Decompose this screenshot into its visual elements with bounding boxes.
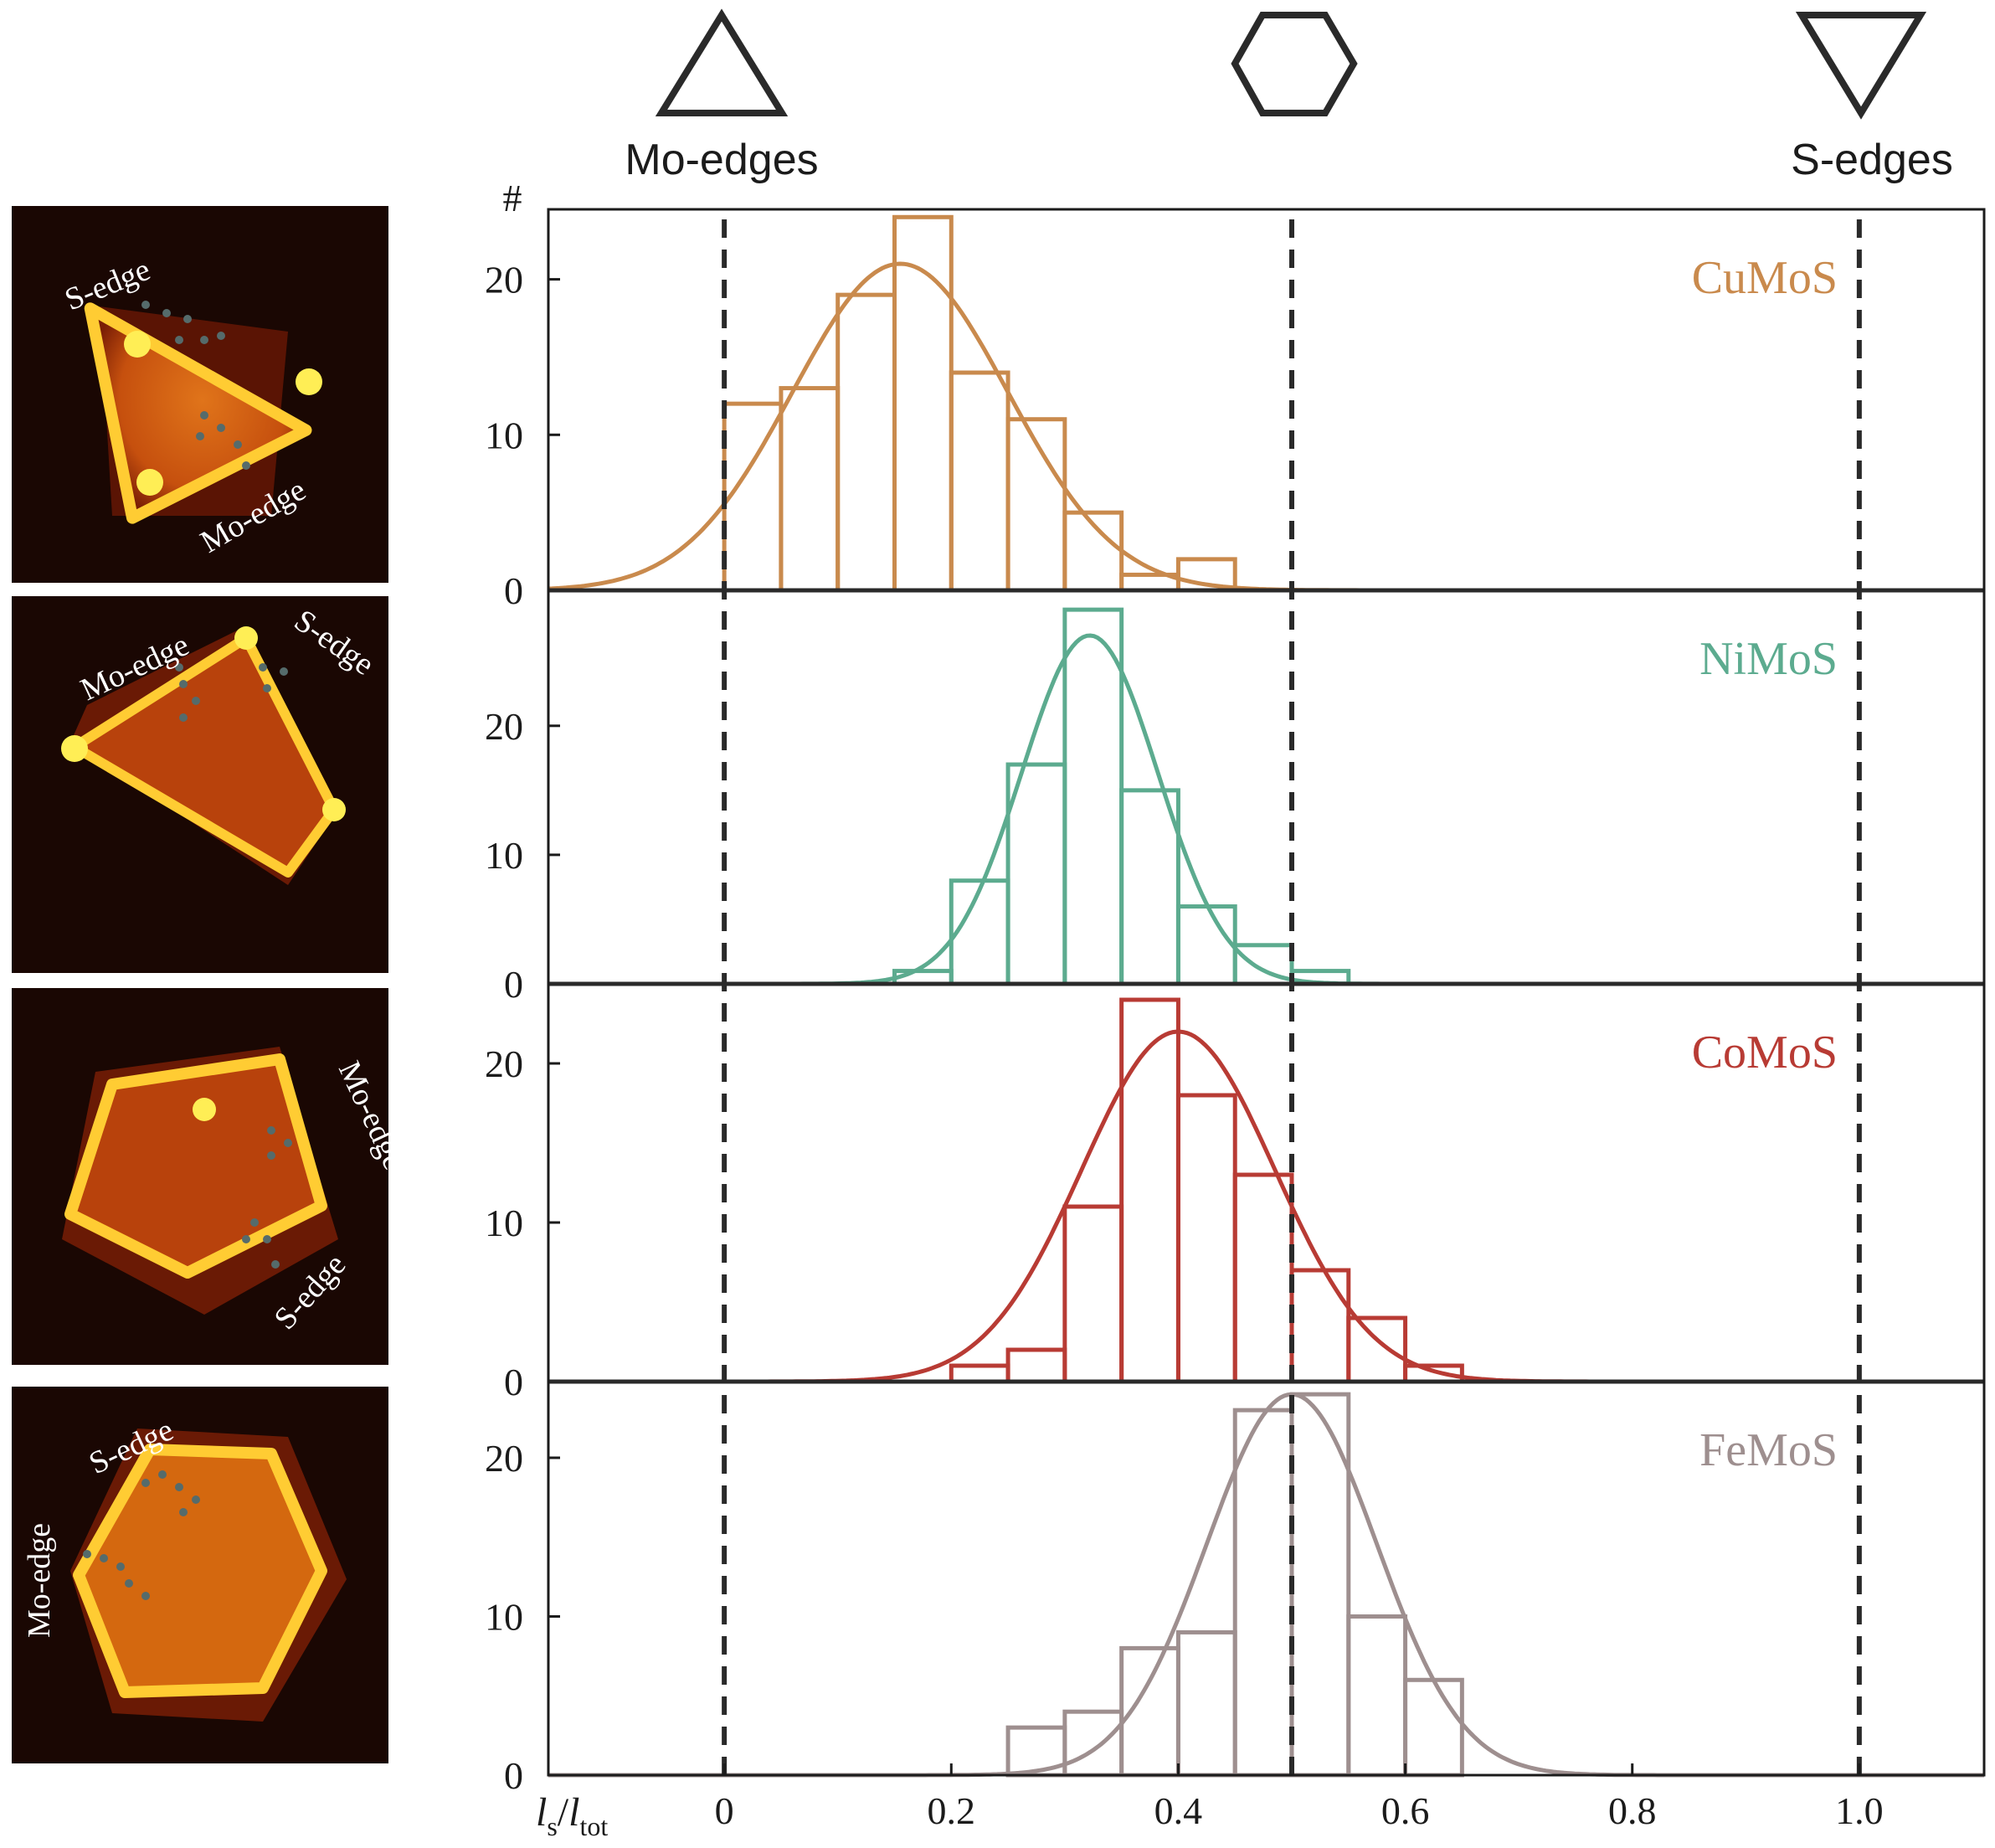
- histogram-bar: [1062, 1204, 1124, 1384]
- plot-frame: [547, 208, 1986, 1777]
- stm-image-comos: Mo-edge S-edge: [12, 988, 388, 1365]
- x-label-sub2: tot: [579, 1811, 608, 1841]
- triangle-up-icon: [655, 8, 789, 116]
- cluster-image-4: S-edge Mo-edge: [22, 1412, 347, 1722]
- histogram-bar: [1232, 1172, 1294, 1384]
- series-label-comos: CoMoS: [1692, 1027, 1838, 1078]
- y-tick-label: 10: [485, 1202, 523, 1244]
- y-tick-label: 0: [504, 1754, 523, 1797]
- series-label-cumos: CuMoS: [1692, 252, 1838, 304]
- y-tick-label: 20: [485, 705, 523, 748]
- stm-label-4b: Mo-edge: [22, 1523, 57, 1638]
- panel-cumos: 0 10 20 CuMoS: [485, 214, 1984, 612]
- stm-image-column: S-edge Mo-edge Mo-edge S-edge Mo-edge S-…: [0, 0, 402, 1848]
- histogram-bar: [1346, 1315, 1408, 1384]
- fit-curve: [548, 261, 1984, 593]
- reference-lines: [722, 219, 1862, 1775]
- x-label-main2: l: [568, 1790, 579, 1835]
- fit-curve: [548, 633, 1984, 986]
- histogram-bar: [1062, 1709, 1124, 1778]
- x-label-sub1: s: [547, 1811, 557, 1841]
- x-tick-label: 0.4: [1154, 1789, 1203, 1832]
- histogram-bar: [779, 386, 841, 593]
- histogram-bar: [1175, 1093, 1237, 1384]
- y-tick-label: 0: [504, 1361, 523, 1403]
- chart-frame: [547, 208, 1986, 1777]
- histogram-bar: [1119, 997, 1180, 1384]
- x-tick-label: 0.2: [928, 1789, 976, 1832]
- s-edges-label: S-edges: [1791, 136, 1953, 184]
- triangle-down-icon: [1795, 12, 1927, 120]
- y-tick-label: 20: [485, 1437, 523, 1480]
- x-label-main: l: [536, 1790, 547, 1835]
- stm-image-cumos: S-edge Mo-edge: [12, 206, 388, 583]
- histogram-bar: [1232, 1408, 1294, 1778]
- histogram-bar: [1289, 1268, 1351, 1384]
- histogram-bar: [836, 292, 897, 593]
- hexagon-icon: [1231, 12, 1358, 116]
- cluster-image-2: Mo-edge S-edge: [61, 603, 380, 885]
- panel-nimos: 0 10 20 NiMoS: [485, 607, 1984, 1006]
- histogram-bar: [1175, 1629, 1237, 1778]
- histogram-bar: [1403, 1677, 1464, 1778]
- y-axis-symbol: #: [503, 177, 522, 219]
- x-label-sep: /: [558, 1790, 569, 1835]
- histogram-bar: [1119, 788, 1180, 986]
- histogram-bar: [949, 1363, 1010, 1384]
- histogram-bar: [1005, 1347, 1067, 1384]
- cluster-image-3: Mo-edge S-edge: [62, 1047, 388, 1336]
- y-tick-label: 0: [504, 963, 523, 1006]
- cluster-image-1: S-edge Mo-edge: [60, 252, 322, 560]
- y-tick-label: 20: [485, 1042, 523, 1085]
- shape-legend: Mo-edges S-edges: [625, 8, 1953, 184]
- histogram-bar: [949, 878, 1010, 986]
- series-label-nimos: NiMoS: [1699, 633, 1838, 685]
- y-tick-label: 0: [504, 569, 523, 612]
- x-tick-label: 0.8: [1608, 1789, 1657, 1832]
- x-axis: 0 0.2 0.4 0.6 0.8 1.0: [715, 1763, 1884, 1832]
- fit-curve: [548, 1029, 1984, 1384]
- histogram-bar: [1346, 1614, 1408, 1778]
- stm-image-nimos: Mo-edge S-edge: [12, 596, 388, 973]
- y-tick-label: 20: [485, 259, 523, 301]
- x-tick-label: 0.6: [1381, 1789, 1430, 1832]
- panel-comos: 0 10 20 CoMoS: [485, 997, 1984, 1403]
- y-tick-label: 10: [485, 834, 523, 877]
- chart-panels: 0 10 20 CuMoS 0 10 20 NiMoS 0 10 20 CoMoS 0 10 20 FeMoS: [485, 214, 1984, 1797]
- stm-image-femos: S-edge Mo-edge: [12, 1387, 388, 1763]
- histogram-bar: [1005, 762, 1067, 986]
- x-tick-label: 0: [715, 1789, 734, 1832]
- x-tick-label: 1.0: [1835, 1789, 1884, 1832]
- histogram-bar: [1175, 904, 1237, 986]
- histogram-bar: [1062, 607, 1124, 986]
- mo-edges-label: Mo-edges: [625, 136, 818, 184]
- y-tick-label: 10: [485, 414, 523, 456]
- y-tick-label: 10: [485, 1595, 523, 1638]
- panel-femos: 0 10 20 FeMoS: [485, 1392, 1984, 1797]
- series-label-femos: FeMoS: [1699, 1424, 1838, 1476]
- histogram-bar: [949, 370, 1010, 593]
- x-axis-label: ls/ltot: [536, 1790, 608, 1841]
